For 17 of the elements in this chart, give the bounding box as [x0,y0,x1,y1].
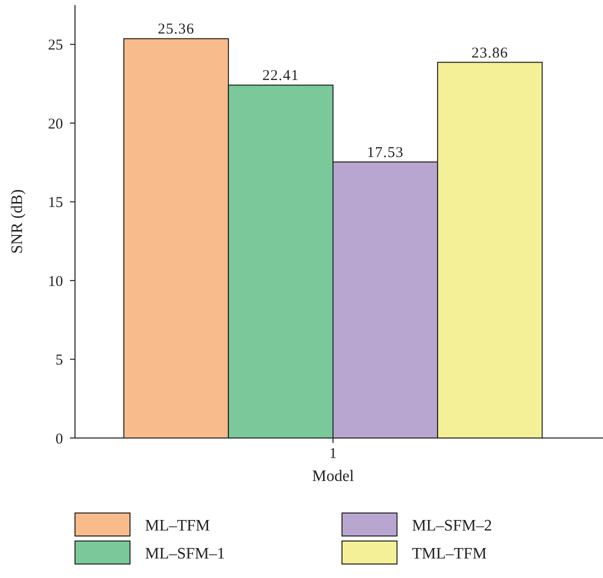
legend-label: ML–SFM–2 [412,518,492,535]
y-axis-title: SNR (dB) [9,189,26,254]
x-tick-label: 1 [329,446,337,462]
y-tick-label: 15 [48,195,63,212]
x-axis-title: Model [312,468,354,485]
legend-label: ML–TFM [145,518,210,535]
data-label: 22.41 [262,68,300,84]
y-tick-label: 10 [48,274,63,290]
legend-label: TML–TFM [412,546,487,563]
data-label: 25.36 [158,22,194,38]
y-tick-label: 25 [48,38,63,54]
data-label: 23.86 [472,45,508,62]
y-tick-label: 0 [56,431,63,448]
y-tick-label: 5 [56,352,63,369]
y-tick-label: 20 [48,116,63,132]
legend-label: ML–SFM–1 [145,546,226,563]
data-label: 17.53 [366,144,404,161]
